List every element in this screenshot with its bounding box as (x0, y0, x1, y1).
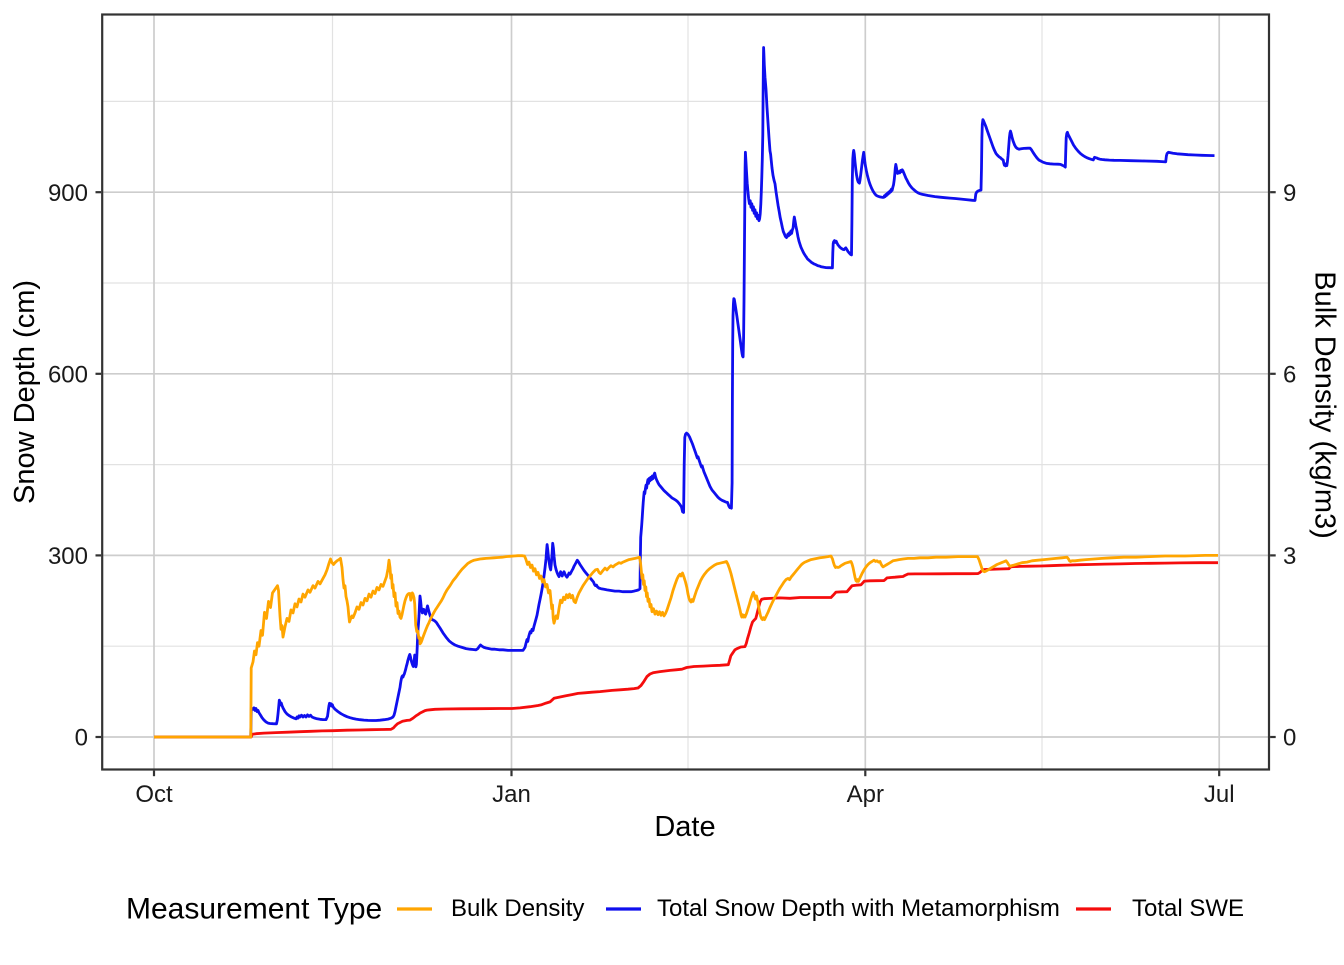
svg-text:Bulk Density: Bulk Density (451, 895, 584, 922)
svg-text:900: 900 (48, 180, 88, 207)
svg-text:600: 600 (48, 361, 88, 388)
svg-text:0: 0 (1283, 725, 1296, 752)
svg-text:Jul: Jul (1204, 781, 1235, 808)
svg-text:Date: Date (654, 811, 715, 843)
svg-text:Total Snow Depth with Metamorp: Total Snow Depth with Metamorphism (657, 895, 1060, 922)
svg-text:Oct: Oct (135, 781, 173, 808)
svg-text:Snow Depth (cm): Snow Depth (cm) (9, 280, 41, 504)
svg-text:Total SWE: Total SWE (1132, 895, 1244, 922)
svg-text:300: 300 (48, 543, 88, 570)
svg-text:Measurement Type: Measurement Type (126, 893, 382, 926)
svg-text:3: 3 (1283, 543, 1296, 570)
svg-text:Apr: Apr (847, 781, 884, 808)
svg-text:6: 6 (1283, 361, 1296, 388)
svg-text:Bulk Density (kg/m3): Bulk Density (kg/m3) (1309, 271, 1341, 539)
svg-text:0: 0 (75, 725, 88, 752)
svg-text:9: 9 (1283, 180, 1296, 207)
svg-text:Jan: Jan (492, 781, 531, 808)
